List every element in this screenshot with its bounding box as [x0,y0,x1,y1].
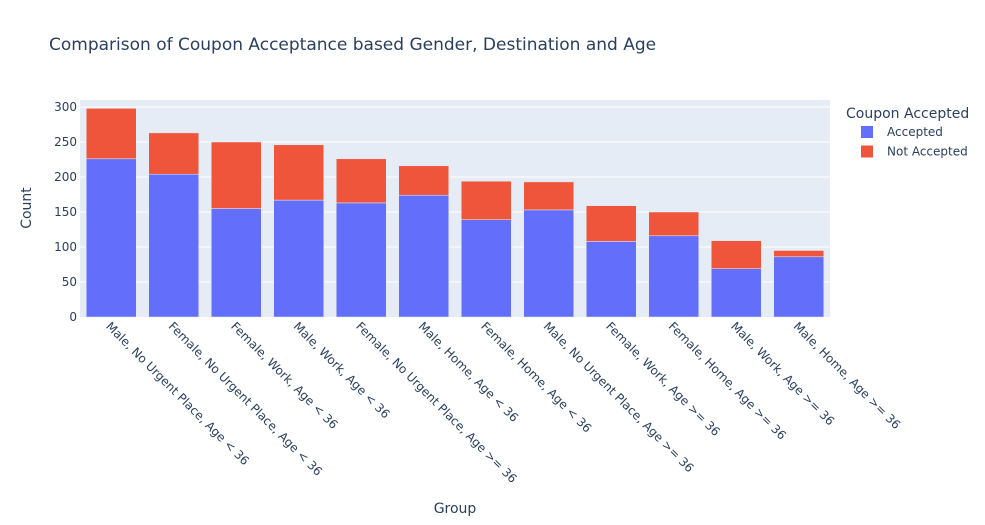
bar-not-accepted[interactable] [461,180,512,220]
y-tick-label: 300 [54,100,77,114]
legend-swatch[interactable] [861,145,873,158]
bar-accepted[interactable] [336,202,387,318]
bar-accepted[interactable] [523,209,574,318]
y-axis-title: Count [19,187,35,229]
legend[interactable]: Coupon Accepted Accepted Not Accepted [846,106,969,159]
y-axis-ticks: 0 50 100 150 200 250 300 [54,100,77,324]
x-tick-label: Male, Home, Age < 36 [416,319,522,425]
bar-accepted[interactable] [773,256,824,318]
bar-accepted[interactable] [211,208,262,318]
y-tick-label: 50 [62,275,77,289]
legend-label[interactable]: Not Accepted [887,145,968,159]
bar-accepted[interactable] [273,199,324,318]
chart-title: Comparison of Coupon Acceptance based Ge… [49,35,656,55]
bar-not-accepted[interactable] [586,205,637,242]
legend-label[interactable]: Accepted [887,125,943,139]
x-tick-label: Male, No Urgent Place, Age < 36 [103,319,252,468]
bar-not-accepted[interactable] [523,181,574,211]
legend-swatch[interactable] [861,126,873,138]
x-tick-label: Female, Work, Age < 36 [228,319,341,432]
bar-accepted[interactable] [648,235,699,318]
y-tick-label: 100 [54,240,77,254]
y-tick-label: 250 [54,135,77,149]
y-tick-label: 200 [54,170,77,184]
x-tick-label: Male, Home, Age >= 36 [791,319,904,432]
bar-accepted[interactable] [148,173,199,318]
x-tick-label: Male, Work, Age >= 36 [728,319,837,428]
bar-not-accepted[interactable] [86,108,137,160]
bar-not-accepted[interactable] [773,250,824,258]
x-tick-label: Female, Home, Age < 36 [478,319,594,435]
y-tick-label: 150 [54,205,77,219]
bar-accepted[interactable] [711,268,762,318]
bar-not-accepted[interactable] [336,158,387,204]
bar-accepted[interactable] [586,241,637,318]
y-tick-label: 0 [69,310,77,324]
gridlines [80,106,830,283]
bar-not-accepted[interactable] [148,132,199,175]
x-tick-label: Female, Work, Age >= 36 [603,319,723,439]
plot-area [80,100,830,317]
bar-not-accepted[interactable] [211,141,262,209]
bar-not-accepted[interactable] [648,211,699,237]
bars [86,108,824,318]
bar-not-accepted[interactable] [711,240,762,269]
legend-items: Accepted Not Accepted [861,125,968,159]
bar-accepted[interactable] [461,219,512,318]
x-axis-title: Group [434,501,477,517]
bar-accepted[interactable] [86,158,137,318]
x-tick-label: Female, Home, Age >= 36 [666,319,789,442]
bar-accepted[interactable] [398,194,449,318]
bar-not-accepted[interactable] [398,165,449,196]
legend-title: Coupon Accepted [846,106,969,122]
bar-not-accepted[interactable] [273,144,324,201]
